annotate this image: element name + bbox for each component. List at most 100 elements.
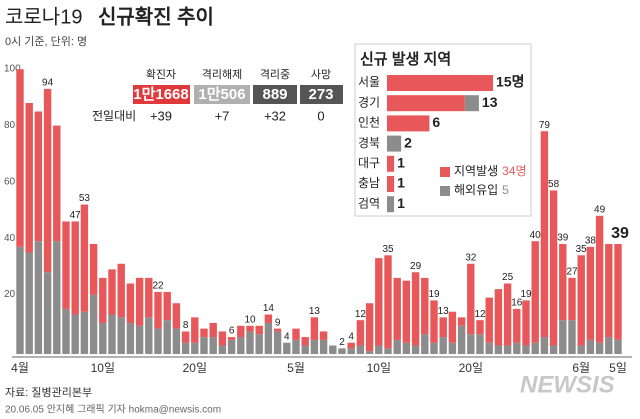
bar-segment — [448, 342, 457, 354]
bar-segment — [16, 246, 24, 354]
bar-segment — [457, 325, 466, 354]
bar-segment — [467, 263, 475, 335]
bar-segment — [310, 317, 319, 340]
value-label: 39 — [611, 225, 629, 242]
bar-segment — [402, 280, 411, 343]
bar-segment — [513, 308, 521, 343]
value-label: 22 — [152, 281, 164, 292]
bar-segment — [356, 345, 365, 354]
value-label: 9 — [275, 317, 281, 328]
bar-segment — [200, 328, 208, 338]
column-header: 격리중 — [260, 68, 290, 81]
bar-segment — [549, 190, 558, 346]
value-label: 13 — [309, 306, 321, 317]
bar-segment — [503, 283, 512, 346]
bar-segment — [522, 345, 530, 354]
legend-total: 5 — [502, 183, 509, 197]
bar-segment — [227, 337, 236, 340]
x-tick-label: 5일 — [609, 361, 627, 375]
bar-segment — [99, 277, 107, 323]
bar-segment — [80, 311, 89, 354]
bar-segment — [209, 322, 217, 338]
bar-segment — [99, 322, 107, 354]
value-label: 58 — [548, 179, 560, 190]
legend-label: 지역발생 — [454, 164, 498, 178]
chart: 204060801004월94475310일22820일61014945월132… — [4, 64, 629, 376]
value-label: 27 — [566, 267, 578, 278]
bar-segment — [531, 342, 539, 354]
legend-label: 해외유입 — [454, 183, 498, 197]
bar-segment — [319, 331, 328, 340]
region-bar — [387, 196, 395, 213]
column-header: 확진자 — [146, 68, 176, 81]
legend-swatch — [440, 167, 450, 177]
legend-total: 34명 — [502, 164, 526, 178]
bar-segment — [62, 221, 70, 309]
bar-segment — [430, 342, 438, 354]
bar-segment — [319, 339, 328, 354]
region-bar — [387, 135, 402, 152]
bar-segment — [181, 331, 190, 343]
summary-table: 전일대비 확진자 1만1668 +39 격리해제 1만506 +7 격리중 889 +32 사망 2… — [92, 67, 343, 123]
bar-segment — [540, 131, 549, 338]
bar-segment — [559, 320, 567, 354]
region-value: 1 — [397, 195, 405, 211]
bar-segment — [430, 300, 438, 343]
region-value: 1 — [397, 175, 405, 191]
region-bar — [387, 75, 494, 91]
bar-segment — [375, 258, 383, 346]
bar-segment — [218, 331, 227, 346]
value-label: 49 — [594, 204, 606, 215]
bar-segment — [356, 320, 365, 346]
bar-segment — [577, 345, 585, 354]
bar-segment — [163, 291, 171, 321]
bar-segment — [513, 342, 521, 354]
value-label: 94 — [42, 78, 54, 89]
bar-segment — [126, 283, 135, 323]
bar-segment — [163, 320, 171, 354]
x-tick-label: 5월 — [287, 361, 305, 375]
bar-segment — [384, 348, 392, 354]
bar-segment — [16, 69, 24, 247]
bar-segment — [255, 325, 263, 335]
bar-segment — [89, 294, 98, 354]
bar-segment — [292, 328, 300, 340]
bar-segment — [154, 291, 162, 329]
bar-segment — [108, 269, 116, 315]
y-tick-label: 100 — [4, 64, 21, 75]
bar-segment — [549, 345, 558, 354]
bar-segment — [255, 334, 263, 354]
bar-segment — [71, 314, 79, 354]
bar-segment — [329, 345, 337, 354]
bar-segment — [439, 337, 447, 354]
title: 코로나19 — [5, 5, 82, 28]
value-label: 38 — [585, 235, 597, 246]
bar-segment — [53, 241, 61, 354]
bar-segment — [568, 320, 576, 354]
legend-swatch — [440, 186, 450, 196]
value-label: 2 — [339, 337, 345, 348]
cell-bg — [300, 85, 343, 104]
x-tick-label: 20일 — [459, 361, 483, 375]
region-value: 2 — [404, 134, 412, 150]
bar-segment — [34, 111, 43, 242]
bar-segment — [117, 263, 125, 318]
bar-segment — [135, 277, 144, 326]
y-tick-label: 60 — [4, 176, 16, 187]
bar-segment — [411, 272, 420, 346]
x-tick-label: 10일 — [91, 361, 115, 375]
diff-value: +32 — [264, 108, 286, 123]
region-label: 서울 — [358, 75, 380, 89]
bar-segment — [614, 339, 622, 354]
value-label: 4 — [284, 331, 290, 342]
bar-segment — [62, 308, 70, 354]
region-value: 13 — [482, 94, 498, 110]
summary-value: 1만1668 — [133, 86, 189, 103]
value-label: 25 — [502, 272, 514, 283]
bar-segment — [338, 348, 346, 354]
bar-segment — [80, 204, 89, 312]
bar-segment — [283, 342, 291, 354]
x-tick-label: 4월 — [11, 361, 29, 375]
